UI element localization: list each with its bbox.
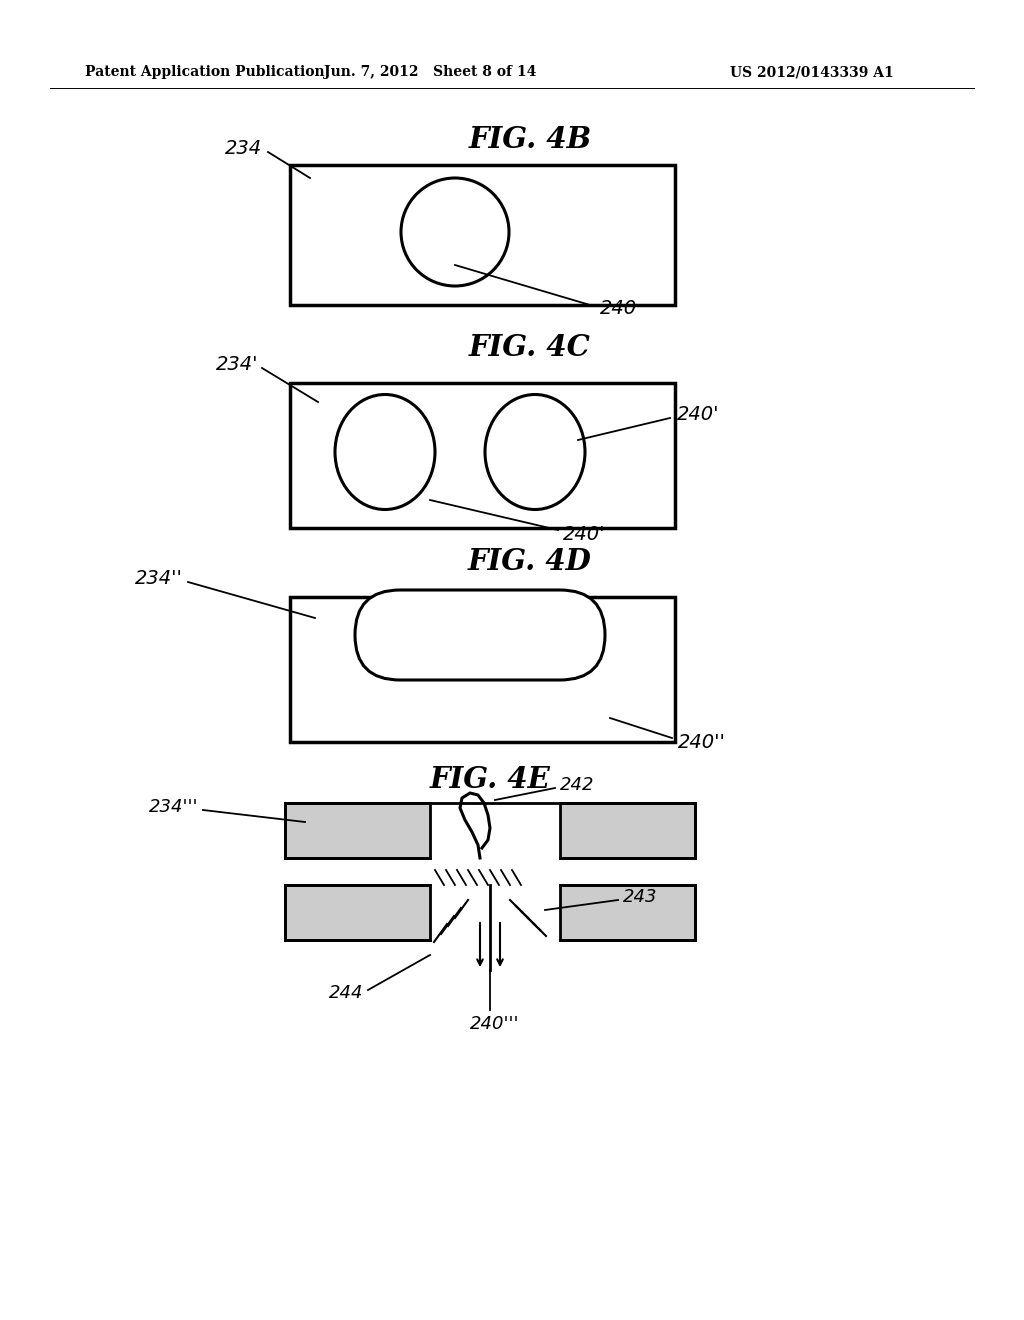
Text: 244: 244 (329, 983, 362, 1002)
Text: 234'': 234'' (135, 569, 183, 587)
Text: Jun. 7, 2012   Sheet 8 of 14: Jun. 7, 2012 Sheet 8 of 14 (324, 65, 537, 79)
FancyBboxPatch shape (355, 590, 605, 680)
Text: FIG. 4B: FIG. 4B (468, 125, 592, 154)
Bar (285, 803, 430, 858)
Ellipse shape (401, 178, 509, 286)
Bar (560, 884, 695, 940)
Bar (285, 884, 430, 940)
Text: US 2012/0143339 A1: US 2012/0143339 A1 (730, 65, 894, 79)
Text: 234': 234' (215, 355, 258, 374)
Text: 240'': 240'' (678, 733, 726, 751)
Text: FIG. 4D: FIG. 4D (468, 548, 592, 577)
Text: 243: 243 (623, 888, 657, 906)
Text: 240': 240' (677, 404, 720, 424)
Text: 234''': 234''' (148, 799, 198, 816)
Text: FIG. 4C: FIG. 4C (469, 334, 591, 363)
Bar (560, 803, 695, 858)
Bar (290, 165, 675, 305)
Text: Patent Application Publication: Patent Application Publication (85, 65, 325, 79)
Text: 240: 240 (600, 298, 637, 318)
Bar (290, 383, 675, 528)
Text: FIG. 4E: FIG. 4E (429, 766, 551, 795)
Bar (290, 597, 675, 742)
Text: 240''': 240''' (470, 1015, 520, 1034)
Text: 240': 240' (563, 524, 605, 544)
Text: 234: 234 (225, 139, 262, 157)
Ellipse shape (485, 395, 585, 510)
Ellipse shape (335, 395, 435, 510)
Text: 242: 242 (560, 776, 595, 795)
